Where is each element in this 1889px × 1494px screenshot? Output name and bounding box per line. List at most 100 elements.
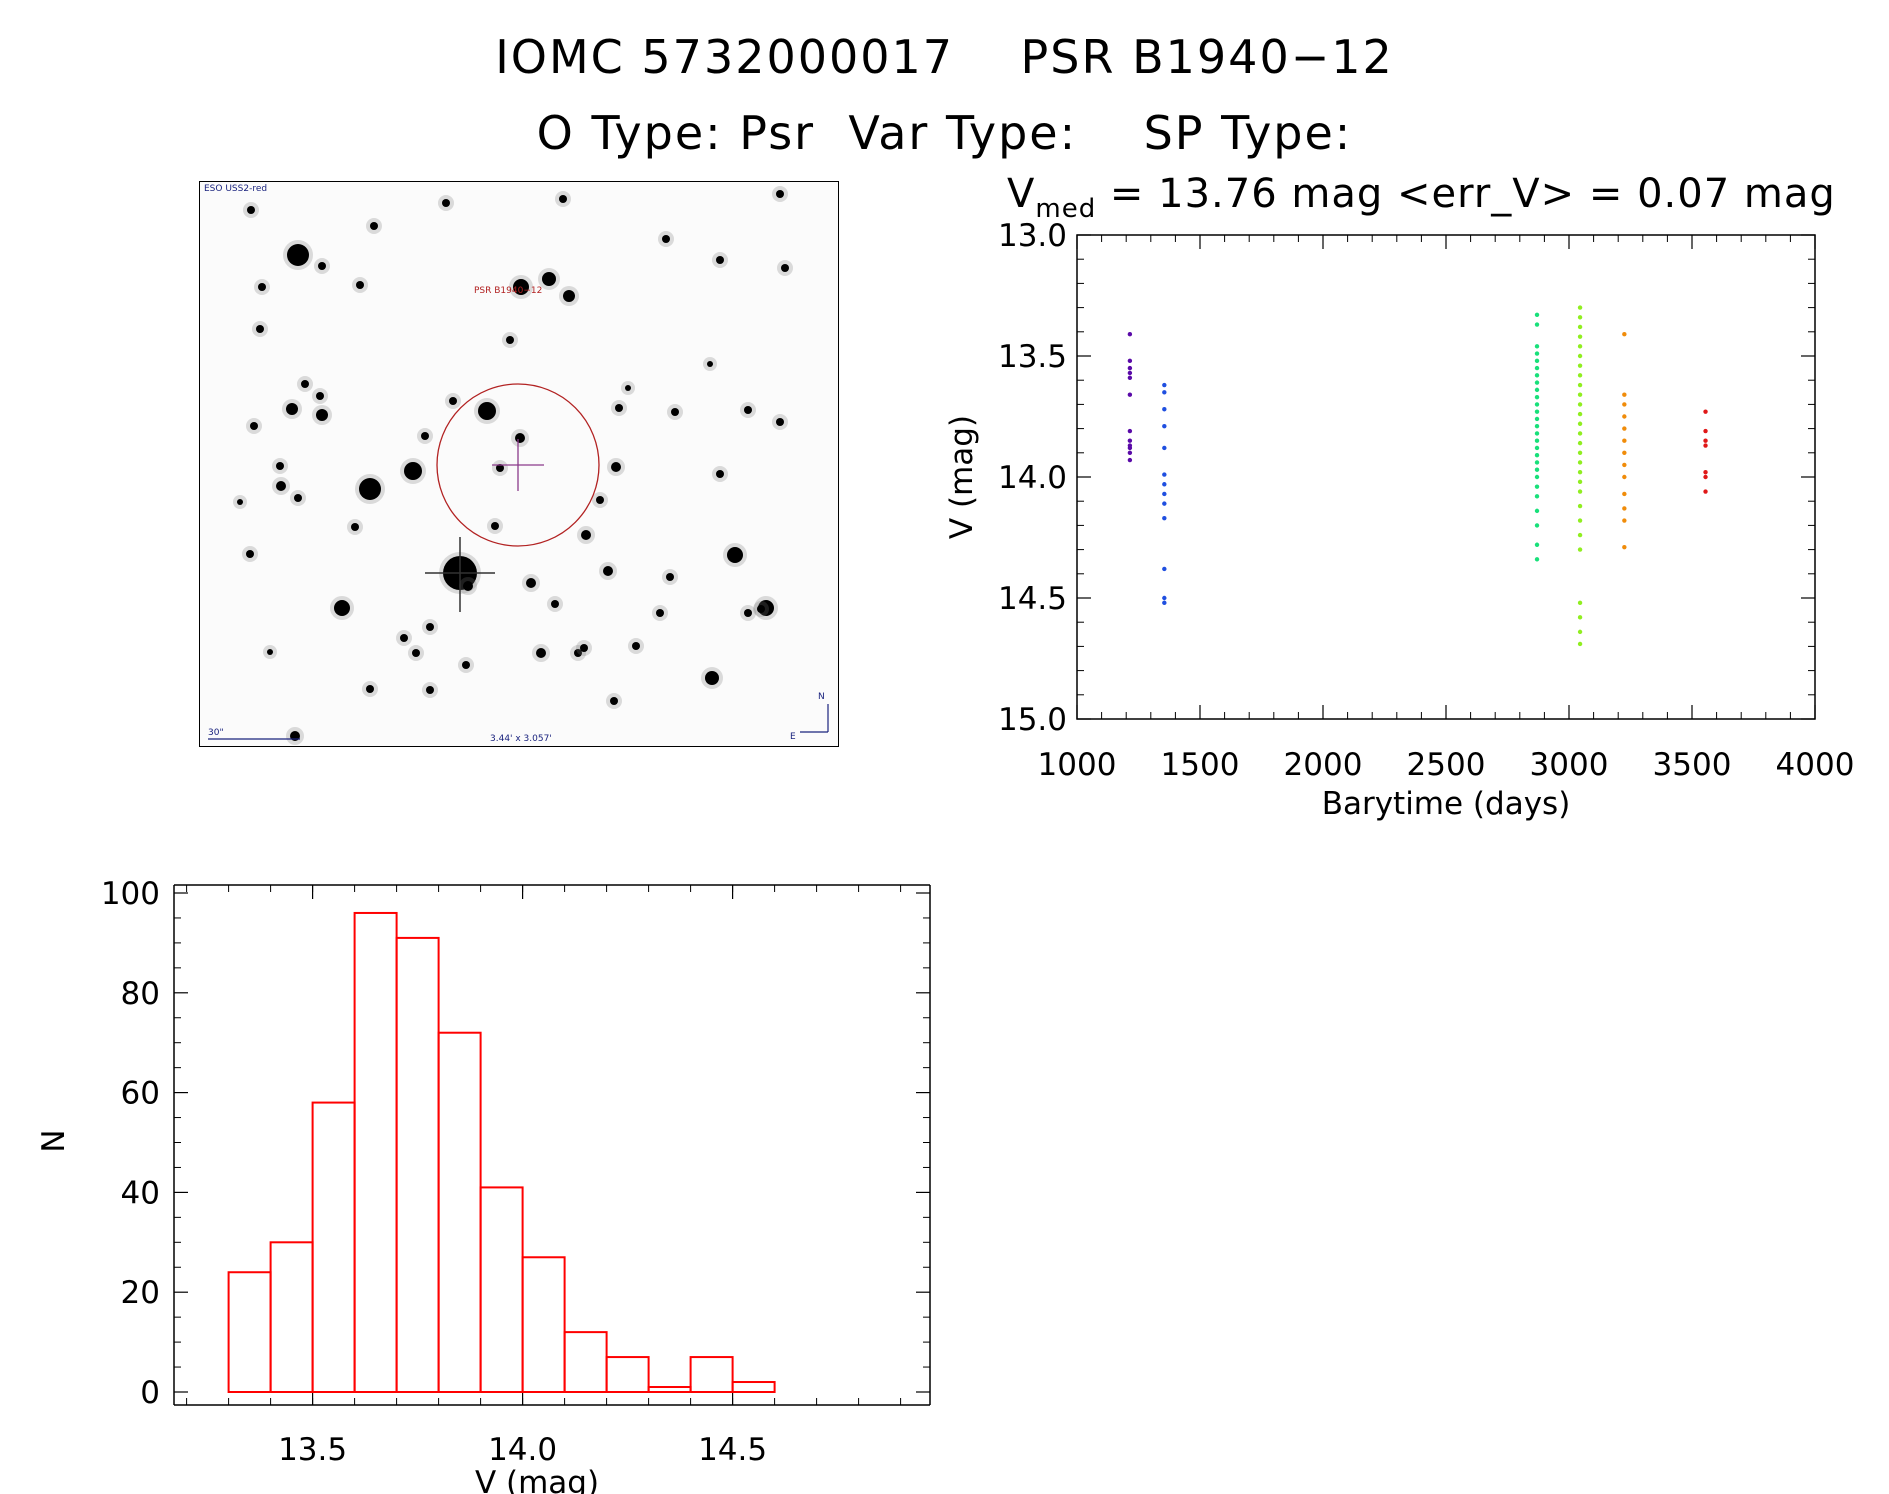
lc-point-epoch3 <box>1534 445 1540 451</box>
lc-point-epoch4 <box>1577 503 1583 509</box>
lc-ylabel: V (mag) <box>944 415 980 539</box>
lc-point-epoch2 <box>1162 600 1167 606</box>
lc-point-epoch5 <box>1622 544 1627 550</box>
lc-point-epoch3 <box>1534 431 1540 436</box>
lc-point-epoch6 <box>1703 474 1708 480</box>
hist-bar <box>521 1256 566 1394</box>
star <box>250 422 258 430</box>
lc-point-epoch3 <box>1534 402 1540 407</box>
lc-point-epoch1 <box>1127 332 1133 337</box>
star <box>351 523 359 531</box>
lc-point-epoch3 <box>1534 394 1540 400</box>
lc-point-epoch4 <box>1577 324 1583 330</box>
star <box>404 462 422 480</box>
hist-bar <box>605 1356 650 1393</box>
lc-point-epoch5 <box>1622 402 1627 407</box>
east-label: E <box>790 732 796 742</box>
lc-point-epoch4 <box>1577 629 1583 635</box>
lc-point-epoch6 <box>1703 489 1708 494</box>
star <box>526 578 536 588</box>
lc-point-epoch3 <box>1534 387 1540 393</box>
star <box>421 432 429 440</box>
hist-xtick-label: 13.5 <box>278 1432 347 1468</box>
lc-point-epoch3 <box>1534 508 1540 514</box>
hist-xtick-label: 14.0 <box>488 1432 557 1468</box>
lc-xtick-label: 3500 <box>1653 747 1732 783</box>
lc-point-epoch3 <box>1534 365 1540 371</box>
star <box>513 279 529 295</box>
star <box>615 404 623 412</box>
lc-point-epoch5 <box>1622 491 1627 497</box>
star <box>580 644 588 652</box>
star <box>744 406 752 414</box>
lc-point-epoch5 <box>1622 518 1627 523</box>
lc-point-epoch2 <box>1162 501 1167 506</box>
star <box>426 686 434 694</box>
lc-point-epoch5 <box>1622 392 1627 397</box>
lc-point-epoch5 <box>1622 332 1627 337</box>
target-label: PSR B1940−12 <box>474 286 543 296</box>
lc-point-epoch3 <box>1534 474 1540 480</box>
lc-title-v: V <box>1007 171 1035 217</box>
star <box>776 190 784 198</box>
lc-point-epoch6 <box>1703 438 1708 443</box>
star <box>359 478 381 500</box>
star <box>781 264 789 272</box>
lc-point-epoch5 <box>1622 438 1627 443</box>
lc-point-epoch5 <box>1622 450 1627 455</box>
lc-point-epoch3 <box>1534 322 1540 327</box>
hist-ytick-label: 100 <box>101 876 160 912</box>
lc-point-epoch3 <box>1534 312 1540 318</box>
hist-ytick-label: 20 <box>121 1275 160 1311</box>
lc-point-epoch4 <box>1577 373 1583 378</box>
star <box>596 496 604 504</box>
star <box>662 235 670 243</box>
star <box>237 499 243 505</box>
lc-point-epoch3 <box>1534 494 1540 499</box>
lc-point-epoch1 <box>1127 358 1133 364</box>
star <box>563 290 575 302</box>
lc-point-epoch3 <box>1534 351 1540 356</box>
lc-point-epoch4 <box>1577 460 1583 465</box>
star <box>294 494 302 502</box>
lc-ytick-label: 13.5 <box>998 339 1067 375</box>
star <box>256 325 264 333</box>
lc-point-epoch4 <box>1577 305 1583 310</box>
star <box>258 283 266 291</box>
hist-bar <box>479 1186 524 1394</box>
lc-point-epoch4 <box>1577 353 1583 359</box>
lc-point-epoch6 <box>1703 469 1708 475</box>
hist-bar <box>563 1331 608 1393</box>
lc-point-epoch4 <box>1577 344 1583 349</box>
lc-xtick-label: 2000 <box>1284 747 1363 783</box>
lc-point-epoch4 <box>1577 402 1583 407</box>
lc-point-epoch4 <box>1577 392 1583 397</box>
star <box>370 222 378 230</box>
lc-point-epoch2 <box>1162 445 1167 451</box>
lc-point-epoch2 <box>1162 566 1167 572</box>
lc-point-epoch3 <box>1534 380 1540 385</box>
lc-point-epoch3 <box>1534 416 1540 422</box>
hist-xtick-label: 14.5 <box>698 1432 767 1468</box>
lc-point-epoch5 <box>1622 506 1627 511</box>
lc-point-epoch1 <box>1127 375 1133 380</box>
finder-field-svg <box>208 186 829 745</box>
star <box>496 464 504 472</box>
lc-point-epoch3 <box>1534 484 1540 489</box>
star <box>412 649 420 657</box>
lc-xlabel: Barytime (days) <box>1322 786 1571 822</box>
star <box>707 361 713 367</box>
star <box>705 671 719 685</box>
lc-xtick-label: 2500 <box>1407 747 1486 783</box>
lc-point-epoch5 <box>1622 414 1627 419</box>
lc-point-epoch1 <box>1127 457 1133 463</box>
chart-title-line1: IOMC 5732000017 PSR B1940−12 <box>495 30 1394 84</box>
lc-point-epoch4 <box>1577 479 1583 485</box>
lc-point-epoch4 <box>1577 382 1583 388</box>
lc-point-epoch2 <box>1162 382 1167 388</box>
lc-point-epoch2 <box>1162 472 1167 477</box>
hist-bar <box>353 911 398 1394</box>
lc-point-epoch3 <box>1534 453 1540 458</box>
lc-point-epoch4 <box>1577 469 1583 475</box>
